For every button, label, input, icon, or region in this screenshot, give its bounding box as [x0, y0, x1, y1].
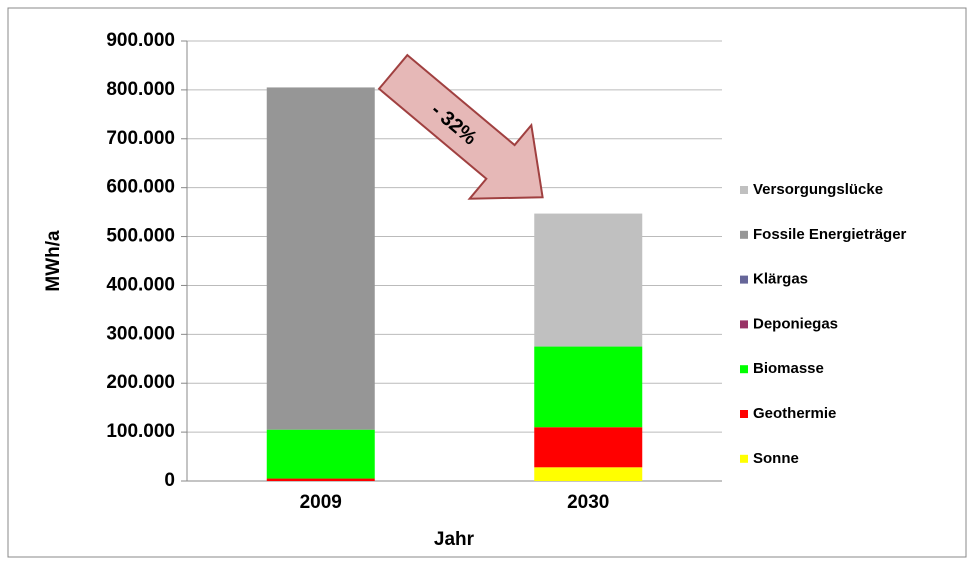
y-axis-label: MWh/a [43, 230, 64, 292]
arrow-shape [377, 53, 544, 200]
bar-segment [266, 478, 375, 481]
bar-segment [534, 427, 643, 468]
legend-swatch [740, 275, 748, 284]
legend-swatch [740, 320, 748, 329]
y-tick-label: 200.000 [106, 372, 175, 393]
bar-segment [266, 429, 375, 479]
x-tick-label: 2030 [567, 492, 609, 513]
y-tick-label: 900.000 [106, 30, 175, 51]
y-tick-label: 700.000 [106, 128, 175, 149]
legend-label: Klärgas [753, 271, 808, 288]
legend-label: Geothermie [753, 405, 836, 422]
legend-swatch [740, 230, 748, 239]
legend-label: Deponiegas [753, 315, 838, 332]
x-axis-label: Jahr [434, 529, 475, 550]
legend-swatch [740, 365, 748, 374]
legend-label: Biomasse [753, 360, 824, 377]
legend-label: Fossile Energieträger [753, 226, 907, 243]
legend-label: Versorgungslücke [753, 181, 883, 198]
y-tick-label: 600.000 [106, 177, 175, 198]
annotation-arrow: - 32% [377, 53, 544, 200]
plot-area: 0 100.000 200.000 300.000 400.000 500.000 600.… [106, 30, 906, 513]
y-tick-label: 400.000 [106, 274, 175, 295]
bar-segment [266, 87, 375, 430]
y-tick-label: 100.000 [106, 421, 175, 442]
y-tick-label: 0 [164, 470, 175, 491]
y-tick-label: 300.000 [106, 323, 175, 344]
y-tick-label: 800.000 [106, 79, 175, 100]
bar-segment [534, 467, 643, 481]
legend-label: Sonne [753, 450, 799, 467]
x-tick-label: 2009 [300, 492, 342, 513]
y-tick-label: 500.000 [106, 226, 175, 247]
chart-frame [7, 7, 967, 558]
legend-swatch [740, 454, 748, 463]
bar-segment [534, 213, 643, 347]
bar-segment [534, 346, 643, 428]
legend-swatch [740, 410, 748, 418]
legend-swatch [740, 186, 748, 194]
